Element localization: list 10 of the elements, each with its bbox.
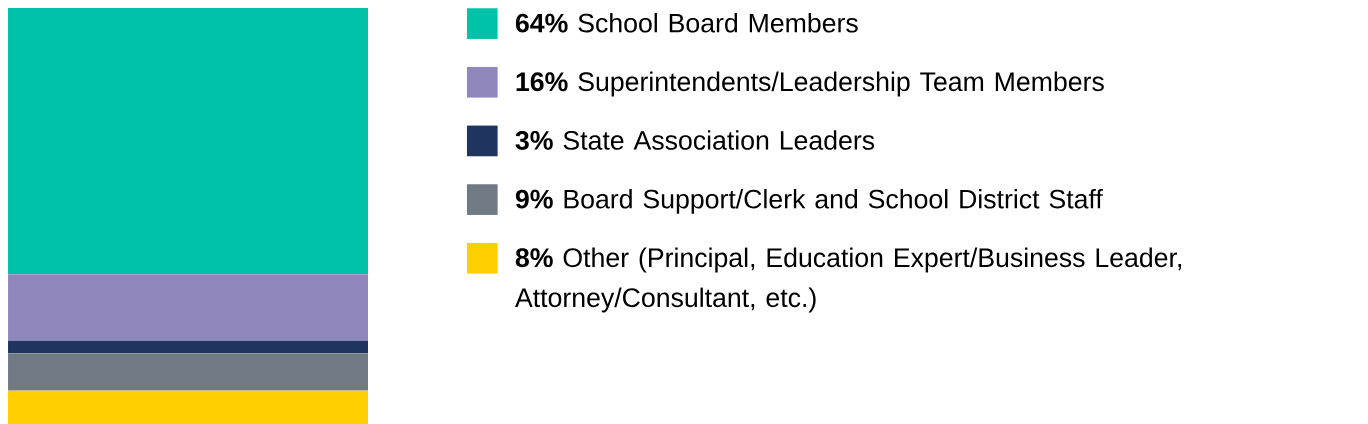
- legend-label: 3% State Association Leaders: [515, 130, 875, 150]
- legend-label: 9% Board Support/Clerk and School District Staff: [515, 188, 1103, 214]
- bar: [8, 390, 369, 424]
- legend-label: 8% Other (Principal, Education Expert/Business Leader, Attorney/Consultant, etc.): [514, 247, 1181, 313]
- legend-label: 64% School Board Members: [515, 12, 858, 33]
- legend-label: 16% Superintendents/Leadership Team Members: [516, 71, 1104, 97]
- bar: [8, 7, 369, 275]
- bar: [8, 274, 369, 341]
- bar: [8, 353, 369, 391]
- bar: [8, 340, 369, 354]
